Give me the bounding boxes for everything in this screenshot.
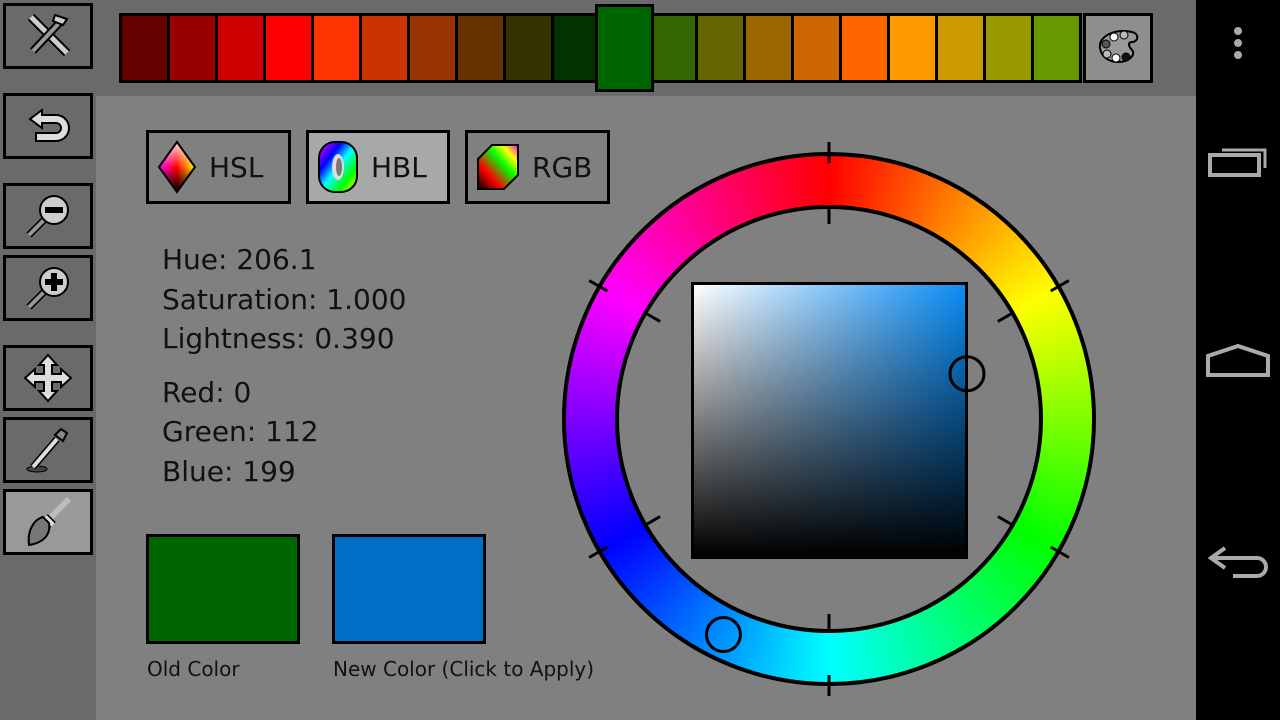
brush-button[interactable]	[3, 489, 93, 555]
back-icon	[1207, 546, 1268, 578]
eyedropper-icon	[26, 427, 69, 473]
mode-rgb-button[interactable]: RGB	[465, 130, 610, 204]
mode-hbl-button[interactable]: HBL	[306, 130, 450, 204]
palette-swatch[interactable]	[506, 16, 551, 80]
lightness-readout: Lightness: 0.390	[162, 322, 395, 355]
blue-readout: Blue: 199	[162, 455, 296, 488]
palette-swatch[interactable]	[986, 16, 1031, 80]
back-button[interactable]	[1196, 544, 1280, 580]
hbl-torus-icon	[318, 141, 358, 193]
red-readout: Red: 0	[162, 376, 252, 409]
color-palette[interactable]	[119, 13, 1082, 83]
palette-swatch[interactable]	[218, 16, 263, 80]
palette-swatch[interactable]	[938, 16, 983, 80]
old-color-label: Old Color	[147, 657, 240, 681]
zoom-out-icon	[26, 195, 69, 238]
palette-swatch[interactable]	[554, 16, 599, 80]
tools-icon	[27, 13, 71, 57]
android-navbar	[1196, 0, 1280, 720]
mode-hbl-label: HBL	[371, 150, 427, 184]
new-color-label: New Color (Click to Apply)	[333, 657, 595, 681]
palette-swatch[interactable]	[650, 16, 695, 80]
palette-swatch[interactable]	[314, 16, 359, 80]
palette-swatch[interactable]	[746, 16, 791, 80]
palette-swatch[interactable]	[266, 16, 311, 80]
saturation-lightness-square[interactable]	[691, 282, 968, 559]
palette-swatch[interactable]	[1034, 16, 1079, 80]
mode-rgb-label: RGB	[532, 150, 593, 184]
undo-icon	[28, 108, 70, 142]
palette-swatch[interactable]	[410, 16, 455, 80]
recents-button[interactable]	[1196, 146, 1280, 180]
old-color-swatch	[146, 534, 300, 644]
rgb-cube-icon	[477, 144, 519, 190]
home-button[interactable]	[1196, 342, 1280, 378]
tools-button[interactable]	[3, 3, 93, 69]
zoom-in-button[interactable]	[3, 255, 93, 321]
mode-hsl-label: HSL	[209, 150, 264, 184]
palette-swatch[interactable]	[698, 16, 743, 80]
palette-swatch[interactable]	[458, 16, 503, 80]
menu-button[interactable]	[1196, 26, 1280, 60]
undo-button[interactable]	[3, 93, 93, 159]
palette-icon	[1098, 30, 1139, 64]
palette-swatch[interactable]	[890, 16, 935, 80]
eyedropper-button[interactable]	[3, 417, 93, 483]
palette-swatch[interactable]	[362, 16, 407, 80]
hsl-diamond-icon	[157, 140, 197, 194]
palette-swatch[interactable]	[842, 16, 887, 80]
recents-icon	[1208, 148, 1267, 177]
zoom-out-button[interactable]	[3, 183, 93, 249]
home-icon	[1206, 343, 1270, 377]
brush-icon	[27, 496, 72, 547]
mode-hsl-button[interactable]: HSL	[146, 130, 291, 204]
move-icon	[23, 353, 73, 403]
hue-readout: Hue: 206.1	[162, 243, 317, 276]
move-button[interactable]	[3, 345, 93, 411]
selected-palette-swatch[interactable]	[595, 4, 654, 92]
menu-icon	[1234, 27, 1242, 59]
green-readout: Green: 112	[162, 415, 319, 448]
zoom-in-icon	[26, 267, 69, 310]
palette-swatch[interactable]	[122, 16, 167, 80]
palette-button[interactable]	[1083, 13, 1153, 83]
palette-swatch[interactable]	[794, 16, 839, 80]
new-color-swatch[interactable]	[332, 534, 486, 644]
palette-swatch[interactable]	[170, 16, 215, 80]
saturation-readout: Saturation: 1.000	[162, 283, 407, 316]
